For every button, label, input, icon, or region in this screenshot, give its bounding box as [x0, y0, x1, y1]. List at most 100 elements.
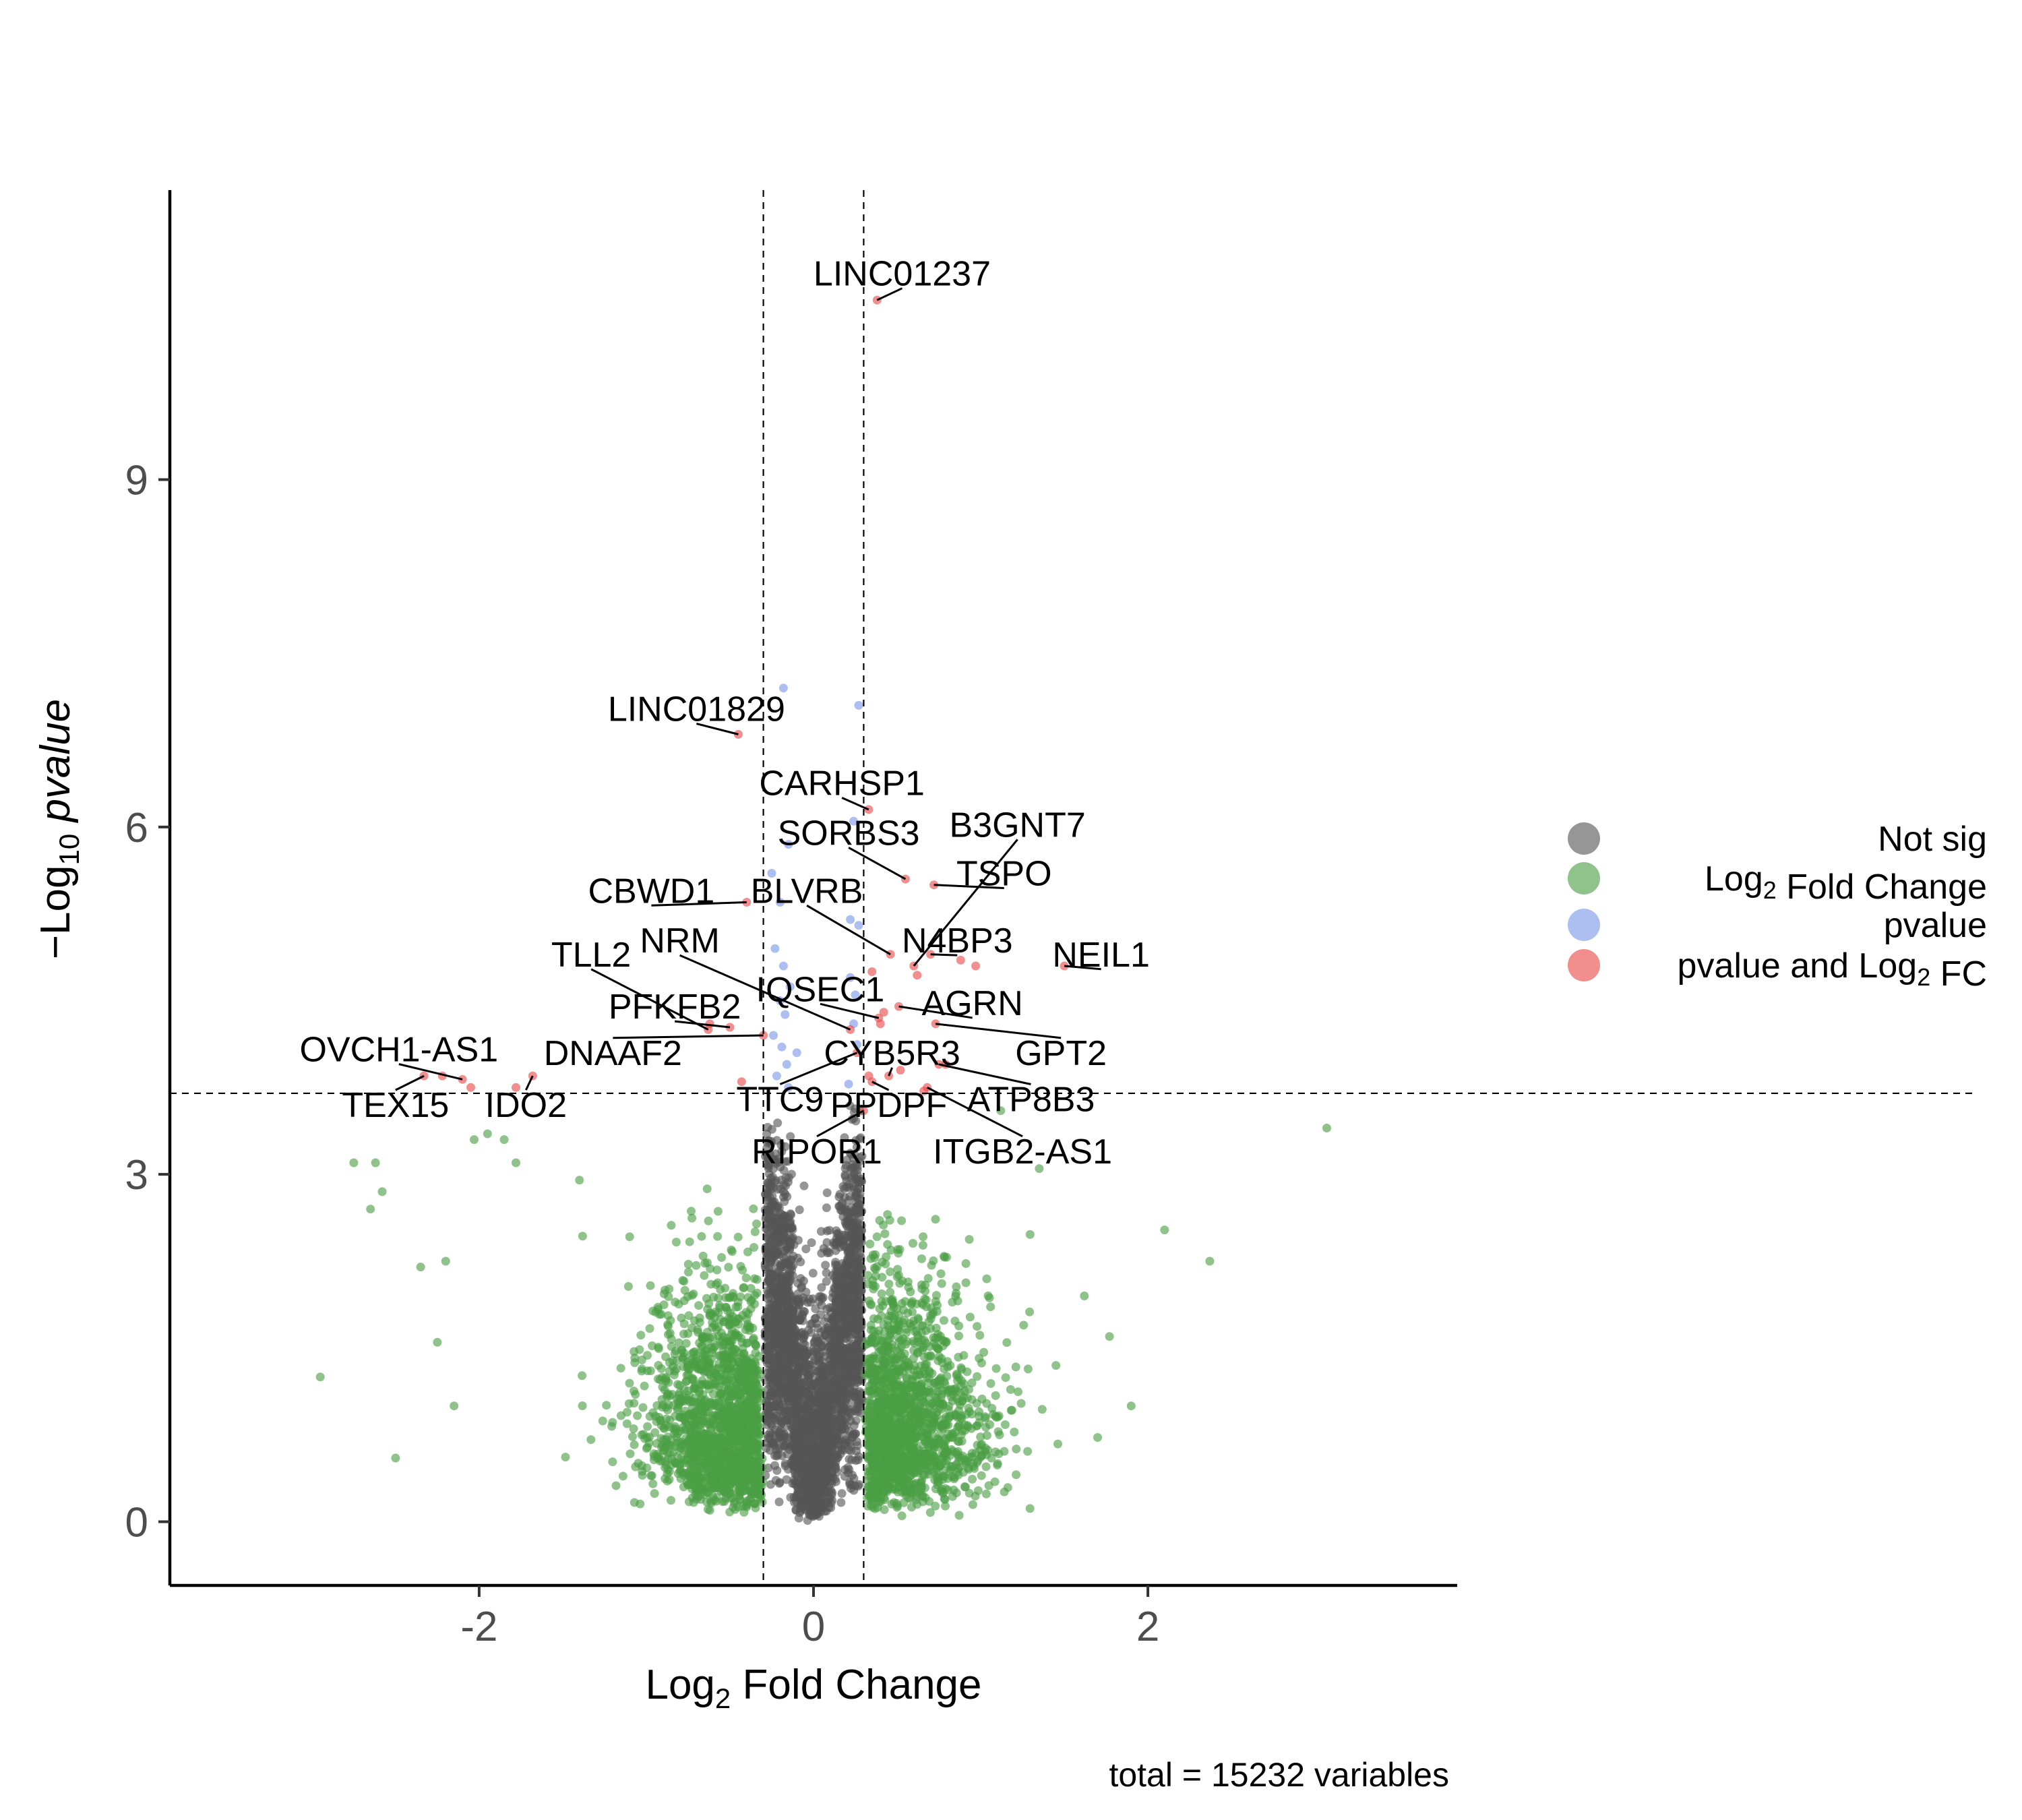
- not-sig-point: [847, 1290, 856, 1300]
- not-sig-point: [783, 1178, 793, 1187]
- not-sig-point: [828, 1469, 836, 1478]
- not-sig-point: [773, 1118, 783, 1128]
- not-sig-point: [818, 1395, 828, 1405]
- fc-only-point: [937, 1279, 946, 1288]
- not-sig-point: [764, 1407, 773, 1416]
- fc-only-point: [561, 1453, 570, 1462]
- not-sig-point: [848, 1470, 857, 1480]
- not-sig-point: [805, 1462, 815, 1471]
- fc-only-point: [954, 1331, 963, 1341]
- fc-only-point: [981, 1462, 991, 1472]
- not-sig-point: [768, 1172, 777, 1182]
- fc-only-point: [1003, 1483, 1012, 1492]
- fc-only-point: [1037, 1405, 1047, 1414]
- not-sig-point: [816, 1368, 825, 1377]
- not-sig-point: [785, 1290, 795, 1299]
- not-sig-point: [814, 1323, 823, 1333]
- fc-only-point: [667, 1496, 675, 1505]
- not-sig-point: [787, 1364, 796, 1373]
- not-sig-point: [789, 1492, 799, 1502]
- not-sig-point: [824, 1342, 833, 1352]
- not-sig-point: [771, 1402, 780, 1412]
- fc-only-point: [724, 1263, 733, 1272]
- not-sig-point: [785, 1445, 794, 1454]
- fc-only-point: [625, 1378, 634, 1388]
- not-sig-point: [794, 1461, 803, 1471]
- fc-only-point: [931, 1291, 941, 1300]
- not-sig-point: [813, 1412, 822, 1420]
- not-sig-point: [842, 1321, 852, 1330]
- not-sig-point: [816, 1227, 826, 1236]
- fc-only-point: [913, 1500, 922, 1509]
- not-sig-point: [772, 1214, 781, 1223]
- not-sig-point: [763, 1122, 772, 1132]
- not-sig-point: [814, 1482, 823, 1491]
- fc-only-point: [918, 1240, 927, 1250]
- not-sig-point: [787, 1323, 796, 1333]
- not-sig-point: [825, 1381, 834, 1390]
- not-sig-point: [768, 1196, 777, 1206]
- not-sig-point: [833, 1337, 842, 1346]
- not-sig-point: [797, 1445, 807, 1454]
- not-sig-point: [776, 1366, 786, 1376]
- not-sig-point: [853, 1352, 863, 1361]
- not-sig-point: [767, 1331, 776, 1340]
- fc-only-point: [897, 1511, 907, 1521]
- fc-only-point: [645, 1324, 654, 1333]
- not-sig-point: [842, 1431, 851, 1440]
- not-sig-point: [811, 1304, 820, 1314]
- fc-only-point: [919, 1232, 928, 1242]
- not-sig-point: [793, 1393, 802, 1403]
- not-sig-point: [764, 1230, 773, 1238]
- fc-only-point: [630, 1387, 638, 1396]
- not-sig-point: [839, 1205, 848, 1214]
- not-sig-point: [795, 1205, 804, 1215]
- not-sig-point: [764, 1275, 774, 1285]
- not-sig-point: [783, 1393, 792, 1402]
- fc-only-point: [1012, 1445, 1021, 1454]
- fc-only-point: [991, 1364, 1001, 1373]
- fc-only-point: [871, 1271, 880, 1281]
- not-sig-point: [800, 1479, 809, 1488]
- not-sig-point: [806, 1426, 816, 1436]
- fc-only-point: [884, 1279, 894, 1289]
- fc-only-point: [679, 1319, 689, 1329]
- not-sig-point: [767, 1430, 776, 1439]
- not-sig-point: [828, 1436, 837, 1445]
- not-sig-point: [837, 1287, 847, 1297]
- fc-only-point: [964, 1235, 974, 1244]
- fc-only-point: [727, 1245, 736, 1254]
- not-sig-point: [846, 1416, 855, 1426]
- not-sig-point: [799, 1181, 809, 1190]
- fc-only-point: [977, 1471, 986, 1480]
- not-sig-point: [822, 1277, 831, 1286]
- fc-only-point: [897, 1216, 907, 1225]
- not-sig-point: [836, 1498, 846, 1507]
- not-sig-point: [781, 1385, 791, 1395]
- not-sig-point: [789, 1315, 798, 1325]
- fc-only-point: [940, 1364, 949, 1374]
- fc-only-point: [926, 1352, 936, 1361]
- not-sig-point: [781, 1258, 791, 1268]
- fc-only-point: [643, 1422, 652, 1431]
- not-sig-point: [769, 1362, 778, 1372]
- fc-only-point: [667, 1221, 676, 1230]
- not-sig-point: [780, 1356, 789, 1365]
- fc-only-point: [578, 1232, 587, 1241]
- not-sig-points: [760, 1101, 867, 1525]
- fc-only-point: [973, 1322, 982, 1331]
- not-sig-point: [850, 1232, 859, 1241]
- not-sig-point: [792, 1413, 801, 1422]
- fc-only-point: [578, 1371, 587, 1381]
- not-sig-point: [786, 1132, 795, 1141]
- not-sig-point: [800, 1340, 809, 1349]
- not-sig-point: [776, 1414, 785, 1424]
- not-sig-point: [792, 1331, 801, 1341]
- not-sig-point: [770, 1314, 779, 1323]
- not-sig-point: [782, 1475, 791, 1484]
- fc-only-point: [880, 1229, 890, 1238]
- not-sig-point: [773, 1290, 783, 1300]
- not-sig-point: [838, 1230, 848, 1240]
- fc-only-point: [940, 1316, 948, 1325]
